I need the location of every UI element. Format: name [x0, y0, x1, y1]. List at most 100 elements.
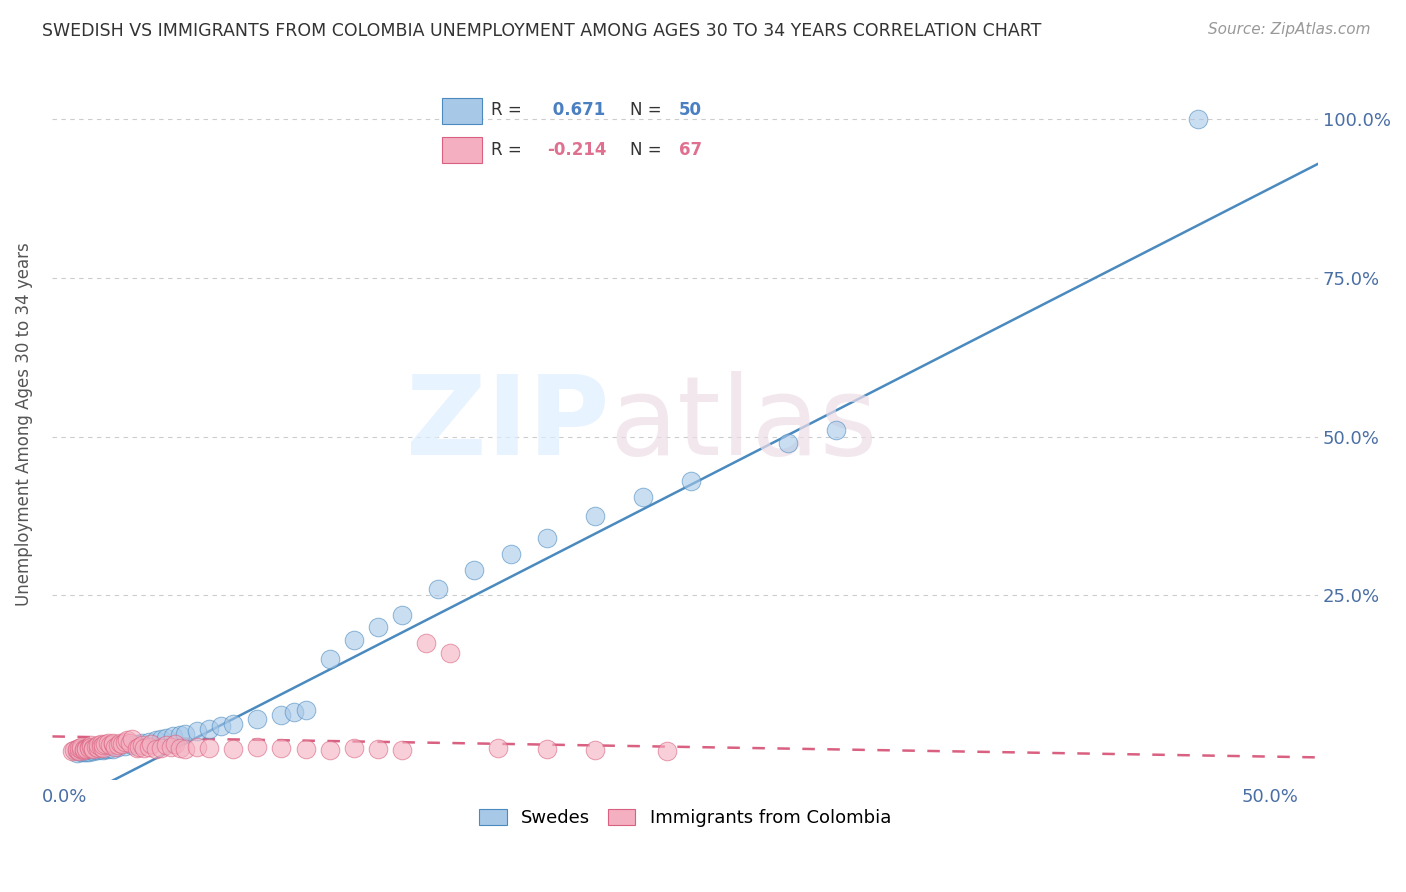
- Point: [145, 733, 167, 747]
- Point: [132, 740, 155, 755]
- Point: [165, 737, 187, 751]
- Point: [583, 509, 606, 524]
- Point: [162, 730, 184, 744]
- Point: [270, 707, 292, 722]
- Point: [246, 712, 269, 726]
- Point: [174, 727, 197, 741]
- Point: [67, 740, 90, 755]
- Point: [145, 742, 167, 756]
- Point: [149, 740, 172, 755]
- Point: [318, 652, 340, 666]
- Point: [75, 745, 97, 759]
- Point: [77, 740, 100, 755]
- Point: [80, 743, 103, 757]
- Point: [77, 744, 100, 758]
- Point: [90, 737, 112, 751]
- Point: [488, 740, 510, 755]
- Point: [246, 739, 269, 754]
- Point: [94, 737, 117, 751]
- Point: [209, 719, 232, 733]
- Point: [128, 739, 150, 754]
- Point: [70, 745, 93, 759]
- Point: [186, 739, 208, 754]
- Point: [65, 742, 87, 756]
- Text: ZIP: ZIP: [406, 370, 609, 477]
- Point: [114, 739, 136, 753]
- Point: [118, 736, 141, 750]
- Point: [80, 739, 103, 754]
- Point: [82, 742, 104, 756]
- Text: Source: ZipAtlas.com: Source: ZipAtlas.com: [1208, 22, 1371, 37]
- Point: [60, 744, 83, 758]
- Point: [631, 490, 654, 504]
- Point: [98, 739, 121, 753]
- Point: [141, 737, 163, 751]
- Text: atlas: atlas: [609, 370, 877, 477]
- Point: [73, 745, 96, 759]
- Point: [270, 740, 292, 755]
- Point: [159, 739, 181, 754]
- Point: [91, 743, 114, 757]
- Point: [174, 742, 197, 756]
- Point: [294, 742, 316, 756]
- Point: [75, 740, 97, 755]
- Point: [343, 740, 366, 755]
- Point: [75, 742, 97, 756]
- Point: [583, 743, 606, 757]
- Point: [63, 743, 86, 757]
- Point: [77, 745, 100, 759]
- Point: [499, 547, 522, 561]
- Point: [222, 742, 245, 756]
- Point: [90, 742, 112, 756]
- Point: [657, 744, 679, 758]
- Point: [138, 734, 160, 748]
- Point: [107, 740, 129, 755]
- Legend: Swedes, Immigrants from Colombia: Swedes, Immigrants from Colombia: [472, 802, 898, 835]
- Point: [125, 737, 148, 751]
- Point: [155, 739, 177, 753]
- Point: [125, 740, 148, 755]
- Point: [536, 532, 558, 546]
- Point: [67, 744, 90, 758]
- Point: [70, 742, 93, 756]
- Point: [391, 743, 413, 757]
- Point: [101, 737, 124, 751]
- Point: [87, 743, 110, 757]
- Point: [427, 582, 450, 596]
- Point: [169, 740, 191, 755]
- Point: [108, 736, 131, 750]
- Point: [98, 740, 121, 755]
- Point: [115, 733, 138, 747]
- Point: [131, 736, 153, 750]
- Point: [439, 646, 461, 660]
- Point: [198, 722, 221, 736]
- Point: [84, 739, 107, 754]
- Point: [82, 744, 104, 758]
- Point: [87, 739, 110, 753]
- Point: [77, 739, 100, 754]
- Point: [101, 736, 124, 750]
- Point: [415, 636, 437, 650]
- Point: [90, 739, 112, 754]
- Point: [198, 740, 221, 755]
- Point: [463, 563, 485, 577]
- Point: [367, 620, 389, 634]
- Point: [73, 743, 96, 757]
- Point: [111, 737, 134, 751]
- Point: [91, 740, 114, 755]
- Point: [87, 740, 110, 755]
- Point: [65, 743, 87, 757]
- Point: [536, 742, 558, 756]
- Point: [84, 743, 107, 757]
- Point: [97, 742, 120, 756]
- Point: [80, 739, 103, 753]
- Point: [94, 741, 117, 756]
- Point: [107, 739, 129, 753]
- Point: [318, 743, 340, 757]
- Point: [776, 436, 799, 450]
- Point: [1187, 112, 1209, 127]
- Point: [70, 739, 93, 754]
- Point: [367, 742, 389, 756]
- Point: [149, 731, 172, 746]
- Point: [91, 739, 114, 753]
